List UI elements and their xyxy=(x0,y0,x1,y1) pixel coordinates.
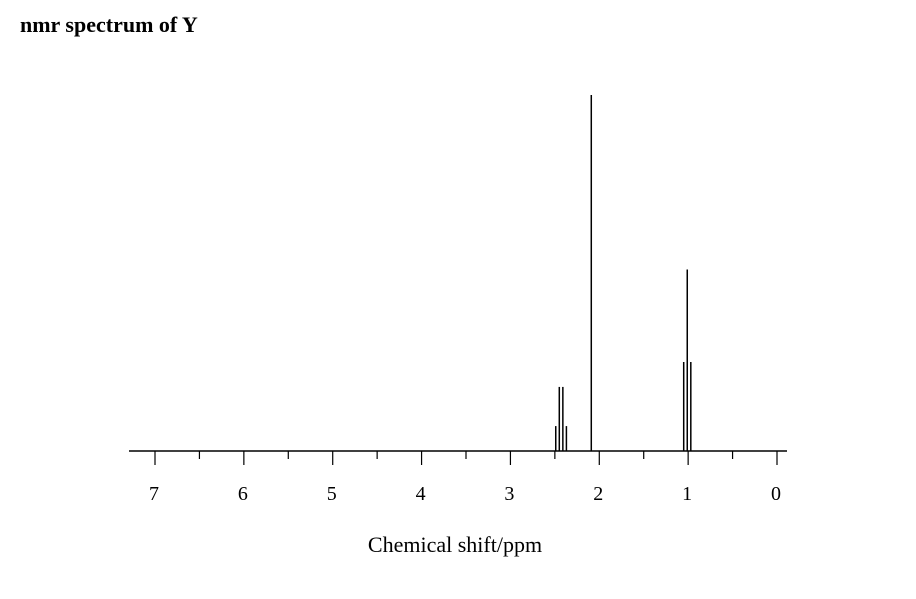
tick-label: 2 xyxy=(593,483,603,505)
tick-label: 6 xyxy=(238,483,248,505)
x-axis-title: Chemical shift/ppm xyxy=(368,532,542,557)
tick-label: 7 xyxy=(149,483,159,505)
tick-label: 5 xyxy=(327,483,337,505)
tick-label: 3 xyxy=(504,483,514,505)
chart-title: nmr spectrum of Y xyxy=(20,12,198,37)
peak-layer xyxy=(554,95,692,451)
axis-layer: 7 6 5 4 3 2 1 0 xyxy=(129,450,787,505)
tick-label: 4 xyxy=(416,483,426,505)
tick-label: 1 xyxy=(682,483,692,505)
tick-label: 0 xyxy=(771,483,781,505)
